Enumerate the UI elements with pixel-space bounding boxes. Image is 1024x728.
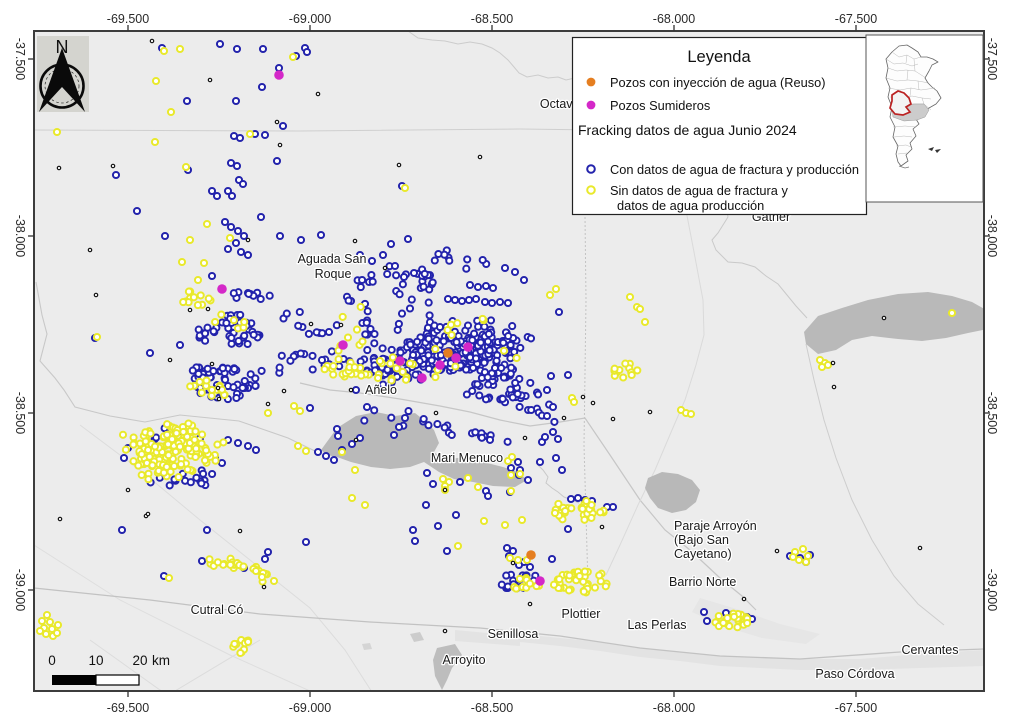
svg-text:Sin datos de agua de fractura: Sin datos de agua de fractura y	[610, 183, 788, 198]
svg-text:Pozos Sumideros: Pozos Sumideros	[610, 98, 710, 113]
svg-text:Plottier: Plottier	[562, 607, 601, 621]
svg-text:-39.000: -39.000	[985, 569, 999, 611]
svg-text:Las Perlas: Las Perlas	[627, 618, 686, 632]
svg-text:Aguada San: Aguada San	[298, 252, 367, 266]
svg-text:Roque: Roque	[315, 267, 352, 281]
svg-text:-68.500: -68.500	[471, 701, 513, 715]
svg-text:datos de agua producción: datos de agua producción	[617, 198, 764, 213]
svg-text:Fracking datos de agua Junio 2: Fracking datos de agua Junio 2024	[578, 122, 797, 138]
svg-text:-69.500: -69.500	[107, 12, 149, 26]
svg-text:Paraje Arroyón: Paraje Arroyón	[674, 519, 757, 533]
svg-text:-38.000: -38.000	[13, 215, 27, 257]
svg-text:-38.000: -38.000	[985, 215, 999, 257]
svg-text:-38.500: -38.500	[13, 392, 27, 434]
svg-text:-67.500: -67.500	[835, 12, 877, 26]
svg-text:Cutral Có: Cutral Có	[191, 603, 244, 617]
svg-text:Pozos con inyección de agua (R: Pozos con inyección de agua (Reuso)	[610, 75, 826, 90]
svg-text:-39.000: -39.000	[13, 569, 27, 611]
svg-text:-69.000: -69.000	[289, 701, 331, 715]
svg-text:-38.500: -38.500	[985, 392, 999, 434]
svg-text:-69.000: -69.000	[289, 12, 331, 26]
svg-text:-37.500: -37.500	[13, 38, 27, 80]
svg-text:-69.500: -69.500	[107, 701, 149, 715]
svg-text:Senillosa: Senillosa	[488, 627, 539, 641]
svg-text:Paso Córdova: Paso Córdova	[815, 667, 894, 681]
svg-text:N: N	[56, 37, 69, 57]
svg-text:Cayetano): Cayetano)	[674, 547, 732, 561]
svg-text:0: 0	[48, 653, 56, 668]
svg-text:Mari Menuco: Mari Menuco	[431, 451, 503, 465]
svg-text:-68.500: -68.500	[471, 12, 513, 26]
svg-text:Cervantes: Cervantes	[902, 643, 959, 657]
svg-text:Añelo: Añelo	[365, 383, 397, 397]
svg-text:Con datos de agua de fractura: Con datos de agua de fractura y producci…	[610, 162, 859, 177]
svg-text:-67.500: -67.500	[835, 701, 877, 715]
svg-text:-68.000: -68.000	[653, 701, 695, 715]
svg-text:Arroyito: Arroyito	[442, 653, 485, 667]
svg-text:10: 10	[88, 653, 103, 668]
svg-text:km: km	[152, 653, 170, 668]
svg-text:Leyenda: Leyenda	[687, 48, 751, 66]
svg-text:20: 20	[132, 653, 147, 668]
svg-text:Barrio Norte: Barrio Norte	[669, 575, 736, 589]
svg-text:-37.500: -37.500	[985, 38, 999, 80]
svg-text:-68.000: -68.000	[653, 12, 695, 26]
svg-text:(Bajo San: (Bajo San	[674, 533, 729, 547]
